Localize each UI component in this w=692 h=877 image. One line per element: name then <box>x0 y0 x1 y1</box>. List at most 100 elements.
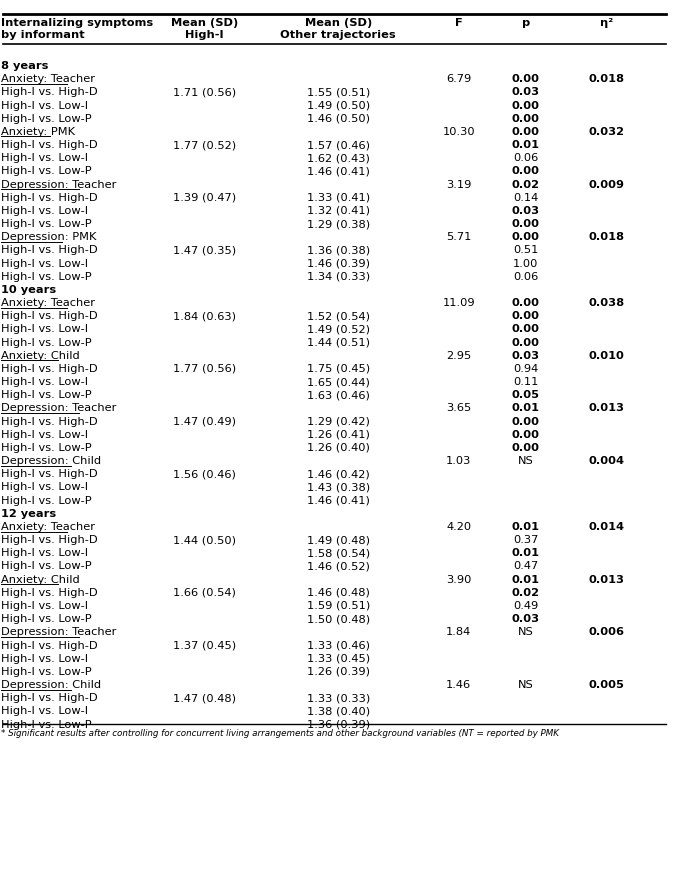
Text: 1.43 (0.38): 1.43 (0.38) <box>307 482 370 492</box>
Text: 1.46: 1.46 <box>446 680 471 689</box>
Text: 0.00: 0.00 <box>512 219 540 229</box>
Text: 0.01: 0.01 <box>512 548 540 558</box>
Text: 2.95: 2.95 <box>446 351 471 360</box>
Text: 0.05: 0.05 <box>512 390 540 400</box>
Text: High-I vs. Low-I: High-I vs. Low-I <box>1 482 88 492</box>
Text: 0.03: 0.03 <box>511 351 540 360</box>
Text: 10 years: 10 years <box>1 285 56 295</box>
Text: 1.77 (0.56): 1.77 (0.56) <box>173 364 236 374</box>
Text: 5.71: 5.71 <box>446 232 471 242</box>
Text: Anxiety: Child: Anxiety: Child <box>1 351 80 360</box>
Text: 1.32 (0.41): 1.32 (0.41) <box>307 206 370 216</box>
Text: High-I vs. Low-I: High-I vs. Low-I <box>1 324 88 334</box>
Text: 0.038: 0.038 <box>588 298 624 308</box>
Text: High-I vs. Low-P: High-I vs. Low-P <box>1 496 91 505</box>
Text: 0.01: 0.01 <box>512 574 540 584</box>
Text: 10.30: 10.30 <box>442 127 475 137</box>
Text: 0.009: 0.009 <box>588 180 624 189</box>
Text: p: p <box>522 18 530 27</box>
Text: 0.00: 0.00 <box>512 324 540 334</box>
Text: 1.49 (0.50): 1.49 (0.50) <box>307 101 370 111</box>
Text: NS: NS <box>518 627 534 637</box>
Text: 4.20: 4.20 <box>446 522 471 531</box>
Text: NS: NS <box>518 456 534 466</box>
Text: 0.51: 0.51 <box>513 246 538 255</box>
Text: High-I vs. High-D: High-I vs. High-D <box>1 417 98 426</box>
Text: 1.26 (0.41): 1.26 (0.41) <box>307 430 370 439</box>
Text: Depression: Child: Depression: Child <box>1 680 101 689</box>
Text: 1.47 (0.48): 1.47 (0.48) <box>173 693 236 702</box>
Text: High-I vs. High-D: High-I vs. High-D <box>1 640 98 650</box>
Text: High-I vs. High-D: High-I vs. High-D <box>1 246 98 255</box>
Text: 11.09: 11.09 <box>442 298 475 308</box>
Text: 0.013: 0.013 <box>588 574 624 584</box>
Text: 0.00: 0.00 <box>512 338 540 347</box>
Text: High-I vs. Low-I: High-I vs. Low-I <box>1 706 88 716</box>
Text: High-I vs. High-D: High-I vs. High-D <box>1 588 98 597</box>
Text: High-I vs. Low-P: High-I vs. Low-P <box>1 338 91 347</box>
Text: NS: NS <box>518 680 534 689</box>
Text: 0.06: 0.06 <box>513 272 538 282</box>
Text: 1.46 (0.50): 1.46 (0.50) <box>307 114 370 124</box>
Text: 0.00: 0.00 <box>512 443 540 453</box>
Text: 0.00: 0.00 <box>512 101 540 111</box>
Text: Anxiety: Teacher: Anxiety: Teacher <box>1 75 95 84</box>
Text: 1.03: 1.03 <box>446 456 471 466</box>
Text: 0.00: 0.00 <box>512 75 540 84</box>
Text: 0.00: 0.00 <box>512 114 540 124</box>
Text: High-I vs. Low-P: High-I vs. Low-P <box>1 390 91 400</box>
Text: High-I vs. Low-P: High-I vs. Low-P <box>1 561 91 571</box>
Text: High-I vs. Low-I: High-I vs. Low-I <box>1 430 88 439</box>
Text: η²: η² <box>599 18 612 27</box>
Text: Anxiety: Teacher: Anxiety: Teacher <box>1 522 95 531</box>
Text: High-I vs. High-D: High-I vs. High-D <box>1 193 98 203</box>
Text: High-I vs. Low-I: High-I vs. Low-I <box>1 259 88 268</box>
Text: High-I vs. Low-P: High-I vs. Low-P <box>1 272 91 282</box>
Text: High-I vs. Low-P: High-I vs. Low-P <box>1 667 91 676</box>
Text: 3.19: 3.19 <box>446 180 471 189</box>
Text: 1.36 (0.39): 1.36 (0.39) <box>307 719 370 729</box>
Text: 0.014: 0.014 <box>588 522 624 531</box>
Text: 1.84 (0.63): 1.84 (0.63) <box>173 311 236 321</box>
Text: 1.57 (0.46): 1.57 (0.46) <box>307 140 370 150</box>
Text: 1.29 (0.38): 1.29 (0.38) <box>307 219 370 229</box>
Text: * Significant results after controlling for concurrent living arrangements and o: * Significant results after controlling … <box>1 728 558 738</box>
Text: Depression: Teacher: Depression: Teacher <box>1 627 116 637</box>
Text: High-I vs. Low-P: High-I vs. Low-P <box>1 719 91 729</box>
Text: 0.14: 0.14 <box>513 193 538 203</box>
Text: 0.49: 0.49 <box>513 601 538 610</box>
Text: Depression: Teacher: Depression: Teacher <box>1 403 116 413</box>
Text: 0.01: 0.01 <box>512 140 540 150</box>
Text: 0.02: 0.02 <box>512 588 540 597</box>
Text: High-I vs. Low-I: High-I vs. Low-I <box>1 153 88 163</box>
Text: 1.00: 1.00 <box>513 259 538 268</box>
Text: 0.032: 0.032 <box>588 127 624 137</box>
Text: Depression: PMK: Depression: PMK <box>1 232 96 242</box>
Text: 0.01: 0.01 <box>512 403 540 413</box>
Text: 0.03: 0.03 <box>511 88 540 97</box>
Text: Mean (SD)
High-I: Mean (SD) High-I <box>171 18 238 40</box>
Text: 0.03: 0.03 <box>511 614 540 624</box>
Text: 0.006: 0.006 <box>588 627 624 637</box>
Text: 1.65 (0.44): 1.65 (0.44) <box>307 377 370 387</box>
Text: 1.66 (0.54): 1.66 (0.54) <box>173 588 236 597</box>
Text: 0.013: 0.013 <box>588 403 624 413</box>
Text: 1.44 (0.50): 1.44 (0.50) <box>173 535 236 545</box>
Text: High-I vs. High-D: High-I vs. High-D <box>1 140 98 150</box>
Text: Anxiety: Child: Anxiety: Child <box>1 574 80 584</box>
Text: F: F <box>455 18 463 27</box>
Text: 1.46 (0.52): 1.46 (0.52) <box>307 561 370 571</box>
Text: 1.46 (0.39): 1.46 (0.39) <box>307 259 370 268</box>
Text: High-I vs. Low-I: High-I vs. Low-I <box>1 377 88 387</box>
Text: 0.018: 0.018 <box>588 75 624 84</box>
Text: 1.75 (0.45): 1.75 (0.45) <box>307 364 370 374</box>
Text: 1.33 (0.45): 1.33 (0.45) <box>307 653 370 663</box>
Text: High-I vs. High-D: High-I vs. High-D <box>1 693 98 702</box>
Text: 0.010: 0.010 <box>588 351 624 360</box>
Text: High-I vs. Low-P: High-I vs. Low-P <box>1 443 91 453</box>
Text: High-I vs. Low-I: High-I vs. Low-I <box>1 206 88 216</box>
Text: Anxiety: PMK: Anxiety: PMK <box>1 127 75 137</box>
Text: Mean (SD)
Other trajectories: Mean (SD) Other trajectories <box>280 18 396 40</box>
Text: 0.01: 0.01 <box>512 522 540 531</box>
Text: 0.00: 0.00 <box>512 311 540 321</box>
